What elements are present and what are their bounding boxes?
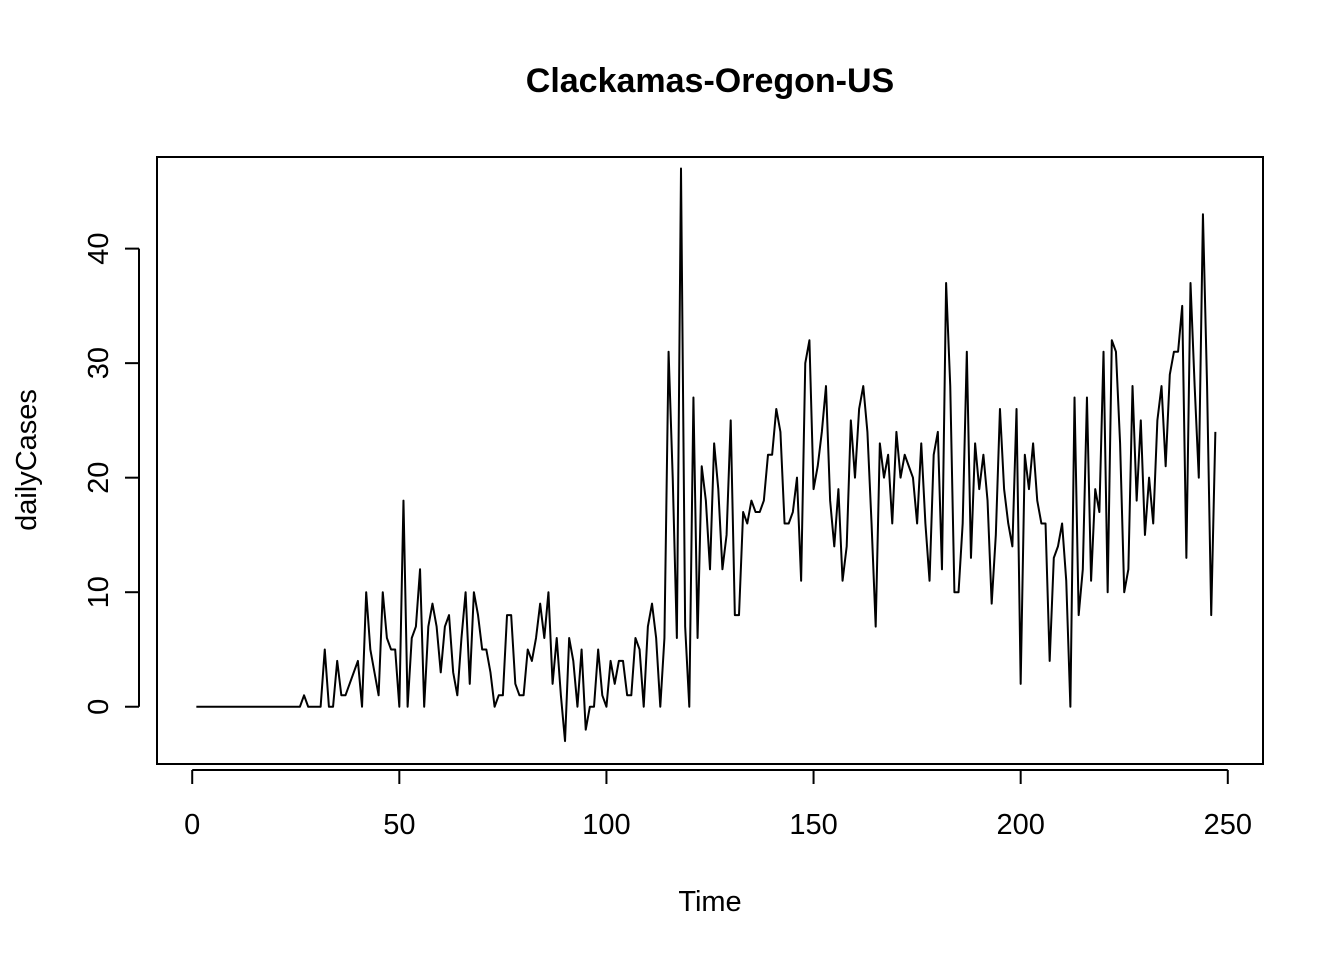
x-tick-label: 200 bbox=[996, 809, 1044, 841]
y-tick-label: 40 bbox=[83, 232, 115, 264]
chart-title: Clackamas-Oregon-US bbox=[526, 62, 894, 100]
y-tick-label: 30 bbox=[83, 347, 115, 379]
y-axis-label: dailyCases bbox=[11, 389, 43, 531]
x-tick-label: 50 bbox=[383, 809, 415, 841]
x-tick-label: 150 bbox=[789, 809, 837, 841]
x-axis: 0 50 100 150 200 250 bbox=[184, 769, 1252, 841]
y-tick-label: 10 bbox=[83, 576, 115, 608]
x-tick-label: 0 bbox=[184, 809, 200, 841]
x-tick-label: 250 bbox=[1204, 809, 1252, 841]
y-tick-label: 0 bbox=[83, 699, 115, 715]
y-tick-label: 20 bbox=[83, 462, 115, 494]
series-line bbox=[196, 167, 1217, 743]
x-tick-label: 100 bbox=[582, 809, 630, 841]
plot-frame bbox=[156, 156, 1264, 765]
y-axis: 0 10 20 30 40 bbox=[83, 232, 140, 715]
x-axis-label: Time bbox=[678, 886, 741, 918]
